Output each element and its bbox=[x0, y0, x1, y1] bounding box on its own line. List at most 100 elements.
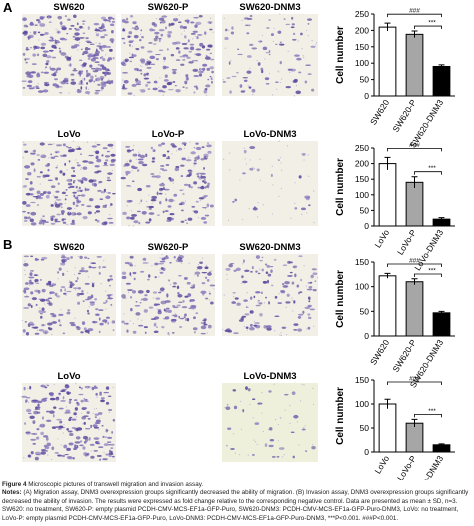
cell-blob bbox=[21, 80, 27, 82]
cell-blob bbox=[201, 282, 206, 285]
cell-blob bbox=[129, 60, 133, 63]
pore bbox=[23, 457, 25, 459]
cell-blob bbox=[188, 61, 194, 64]
pore bbox=[252, 417, 254, 419]
cell-blob bbox=[140, 46, 145, 49]
cell-blob bbox=[95, 78, 98, 82]
cell-blob bbox=[99, 27, 103, 30]
cell-blob bbox=[285, 301, 291, 304]
cell-blob bbox=[249, 14, 253, 18]
cell-blob bbox=[44, 31, 49, 35]
cell-blob bbox=[106, 80, 112, 84]
y-tick-label: 150 bbox=[355, 42, 369, 52]
cell-blob bbox=[23, 24, 28, 28]
cell-blob bbox=[95, 419, 102, 423]
cell-blob bbox=[301, 207, 306, 211]
pore bbox=[74, 207, 76, 210]
cell-blob bbox=[27, 303, 32, 307]
cell-blob bbox=[233, 332, 239, 334]
cell-blob bbox=[201, 206, 208, 209]
cell-blob bbox=[105, 428, 108, 433]
pore bbox=[262, 204, 264, 206]
pore bbox=[137, 170, 140, 172]
cell-blob bbox=[169, 179, 172, 182]
pore bbox=[224, 47, 227, 49]
pore bbox=[37, 274, 39, 276]
panel-label: B bbox=[3, 237, 12, 252]
cell-blob bbox=[94, 298, 97, 301]
cell-blob bbox=[29, 385, 32, 390]
pore bbox=[97, 80, 99, 82]
cell-blob bbox=[28, 74, 34, 79]
pore bbox=[246, 329, 248, 331]
y-tick-label: 100 bbox=[355, 399, 369, 409]
cell-blob bbox=[55, 177, 59, 181]
pore bbox=[308, 315, 310, 317]
cell-blob bbox=[271, 455, 276, 458]
cell-blob bbox=[79, 444, 84, 447]
pore bbox=[47, 454, 49, 456]
error-bar bbox=[384, 22, 391, 32]
cell-blob bbox=[103, 34, 108, 36]
cell-blob bbox=[183, 183, 189, 186]
cell-blob bbox=[39, 171, 43, 174]
cell-blob bbox=[147, 88, 151, 90]
cell-blob bbox=[180, 63, 185, 66]
cell-blob bbox=[168, 198, 174, 203]
cell-blob bbox=[158, 39, 161, 43]
pore bbox=[267, 52, 269, 54]
cell-blob bbox=[79, 153, 83, 156]
cell-blob bbox=[77, 194, 81, 197]
cell-blob bbox=[101, 221, 108, 226]
cell-blob bbox=[311, 268, 317, 271]
pore bbox=[307, 154, 309, 156]
cell-blob bbox=[44, 174, 50, 177]
cell-blob bbox=[49, 393, 54, 397]
cell-blob bbox=[110, 303, 113, 306]
cell-blob bbox=[277, 30, 282, 34]
cell-blob bbox=[42, 330, 49, 334]
cell-blob bbox=[103, 71, 105, 75]
pore bbox=[88, 306, 90, 308]
cell-blob bbox=[124, 261, 130, 265]
cell-blob bbox=[131, 165, 135, 169]
cell-blob bbox=[146, 81, 151, 84]
cell-blob bbox=[307, 326, 311, 330]
cell-blob bbox=[69, 321, 75, 325]
cell-blob bbox=[132, 54, 137, 57]
pore bbox=[285, 334, 288, 336]
cell-blob bbox=[89, 75, 94, 79]
cell-blob bbox=[204, 87, 208, 91]
y-tick-label: 100 bbox=[355, 190, 369, 200]
cell-blob bbox=[82, 20, 86, 22]
cell-blob bbox=[66, 33, 69, 35]
cell-blob bbox=[94, 75, 97, 77]
cell-blob bbox=[67, 146, 72, 149]
cell-blob bbox=[200, 175, 207, 179]
cell-blob bbox=[72, 69, 78, 72]
cell-blob bbox=[23, 386, 26, 391]
cell-blob bbox=[24, 150, 29, 153]
pore bbox=[132, 16, 134, 18]
cell-blob bbox=[25, 192, 32, 196]
cell-blob bbox=[133, 220, 139, 224]
cell-blob bbox=[234, 297, 239, 300]
cell-blob bbox=[140, 89, 146, 93]
cell-blob bbox=[134, 304, 141, 307]
cell-blob bbox=[307, 316, 312, 320]
cell-blob bbox=[293, 323, 299, 326]
cell-blob bbox=[76, 201, 80, 204]
cell-blob bbox=[174, 167, 180, 172]
cell-blob bbox=[34, 451, 41, 456]
cell-blob bbox=[64, 15, 67, 17]
cell-blob bbox=[203, 153, 209, 158]
pore bbox=[265, 442, 267, 445]
cell-blob bbox=[42, 397, 46, 401]
pore bbox=[289, 405, 291, 407]
cell-blob bbox=[66, 290, 72, 293]
cell-blob bbox=[87, 57, 91, 60]
pore bbox=[252, 166, 254, 169]
cell-blob bbox=[84, 187, 87, 192]
pore bbox=[294, 182, 296, 184]
cell-blob bbox=[194, 24, 198, 28]
